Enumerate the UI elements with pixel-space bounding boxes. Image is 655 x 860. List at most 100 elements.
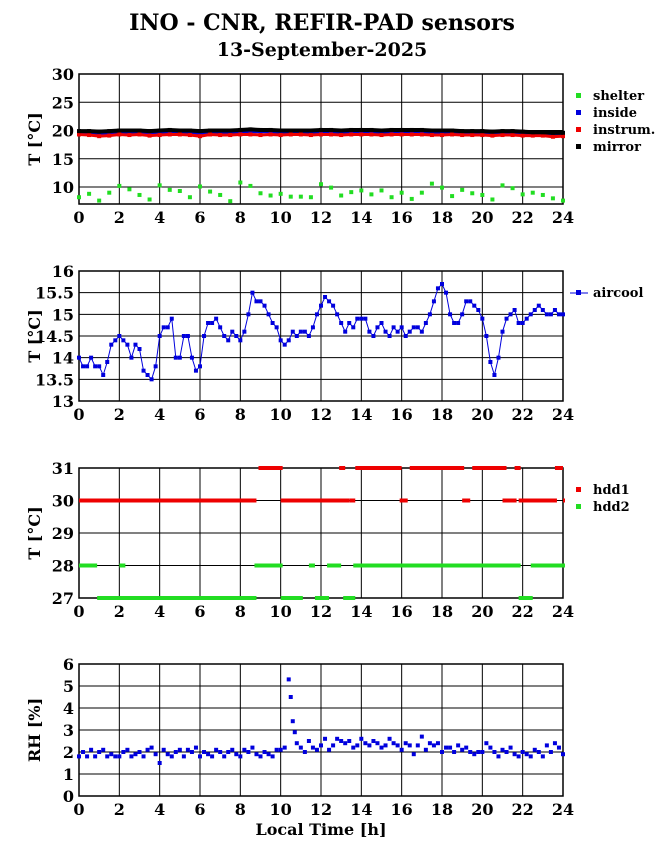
data-point xyxy=(308,195,313,200)
series-aircool xyxy=(77,282,565,382)
data-point xyxy=(359,736,364,741)
x-axis-label: Local Time [h] xyxy=(255,820,386,839)
data-point xyxy=(561,752,565,757)
data-point xyxy=(359,316,364,321)
data-point xyxy=(238,338,243,343)
y-tick-label: 0 xyxy=(63,787,74,806)
data-point xyxy=(480,129,485,134)
data-point xyxy=(270,754,275,759)
data-point xyxy=(250,290,255,295)
data-point xyxy=(153,364,158,369)
data-point xyxy=(294,741,299,746)
data-point xyxy=(548,750,553,754)
data-point xyxy=(379,133,384,138)
data-point xyxy=(101,373,106,377)
x-tick-label: 12 xyxy=(310,800,332,819)
series-shelter xyxy=(77,180,565,204)
x-tick-label: 24 xyxy=(552,208,574,227)
data-point xyxy=(371,334,376,338)
data-point xyxy=(238,132,243,137)
data-point xyxy=(298,194,303,199)
data-point xyxy=(77,355,81,360)
data-point xyxy=(510,186,515,191)
data-point xyxy=(399,190,404,195)
data-point xyxy=(427,741,432,746)
data-point xyxy=(226,338,231,343)
data-point xyxy=(399,325,404,330)
series-hdd1 xyxy=(79,466,565,503)
data-point xyxy=(492,373,497,377)
data-point xyxy=(298,128,303,133)
data-point xyxy=(127,128,132,133)
data-point xyxy=(456,321,461,325)
data-point xyxy=(278,747,283,752)
data-point xyxy=(93,754,98,759)
data-point xyxy=(85,364,90,369)
data-point xyxy=(109,342,114,347)
x-tick-label: 6 xyxy=(194,602,205,621)
data-point xyxy=(77,195,81,200)
data-point xyxy=(423,747,428,752)
data-point xyxy=(290,329,295,334)
data-point xyxy=(228,128,233,133)
data-point xyxy=(97,131,102,136)
plot-frame xyxy=(78,663,564,797)
data-point xyxy=(508,312,513,317)
x-tick-label: 24 xyxy=(552,405,574,424)
data-point xyxy=(147,129,152,134)
data-point xyxy=(222,334,227,338)
data-point xyxy=(327,299,332,304)
x-tick-label: 18 xyxy=(431,405,453,424)
x-tick-label: 6 xyxy=(194,800,205,819)
data-point xyxy=(214,747,219,752)
x-tick-label: 18 xyxy=(431,800,453,819)
data-point xyxy=(480,133,485,138)
data-point xyxy=(500,133,505,138)
x-tick-label: 2 xyxy=(114,208,125,227)
data-point xyxy=(448,745,453,750)
data-point xyxy=(208,128,213,133)
data-point xyxy=(484,334,489,338)
data-point xyxy=(238,754,243,759)
data-point xyxy=(254,299,259,304)
data-point xyxy=(157,128,162,133)
data-point xyxy=(540,133,545,138)
data-point xyxy=(532,308,537,312)
data-point xyxy=(450,128,455,133)
data-point xyxy=(490,133,495,138)
data-point xyxy=(407,329,412,334)
y-tick-label: 15.5 xyxy=(35,284,74,303)
data-point xyxy=(339,128,344,133)
data-point xyxy=(448,312,453,317)
data-point xyxy=(319,743,323,748)
data-point xyxy=(460,312,465,317)
data-point xyxy=(367,743,372,748)
x-tick-label: 10 xyxy=(270,602,292,621)
data-point xyxy=(375,325,380,330)
data-point xyxy=(266,752,271,757)
data-point xyxy=(278,338,283,343)
series-instrum xyxy=(77,132,565,139)
data-point xyxy=(339,321,344,325)
data-point xyxy=(177,128,182,133)
data-point xyxy=(268,132,273,137)
data-point xyxy=(429,181,434,186)
data-point xyxy=(512,752,517,757)
data-point xyxy=(288,128,293,133)
data-point xyxy=(470,191,475,196)
data-point xyxy=(169,316,174,321)
y-axis-label: T [°C] xyxy=(25,506,44,559)
data-point xyxy=(141,368,146,373)
legend-label: hdd1 xyxy=(593,483,630,498)
data-point xyxy=(278,133,283,138)
data-point xyxy=(270,321,275,325)
data-point xyxy=(440,130,444,135)
data-point xyxy=(193,368,198,373)
legend-marker xyxy=(576,93,581,98)
data-point xyxy=(278,128,283,133)
data-point xyxy=(323,295,328,299)
data-point xyxy=(137,192,142,197)
data-point xyxy=(363,741,368,746)
data-point xyxy=(415,743,420,748)
